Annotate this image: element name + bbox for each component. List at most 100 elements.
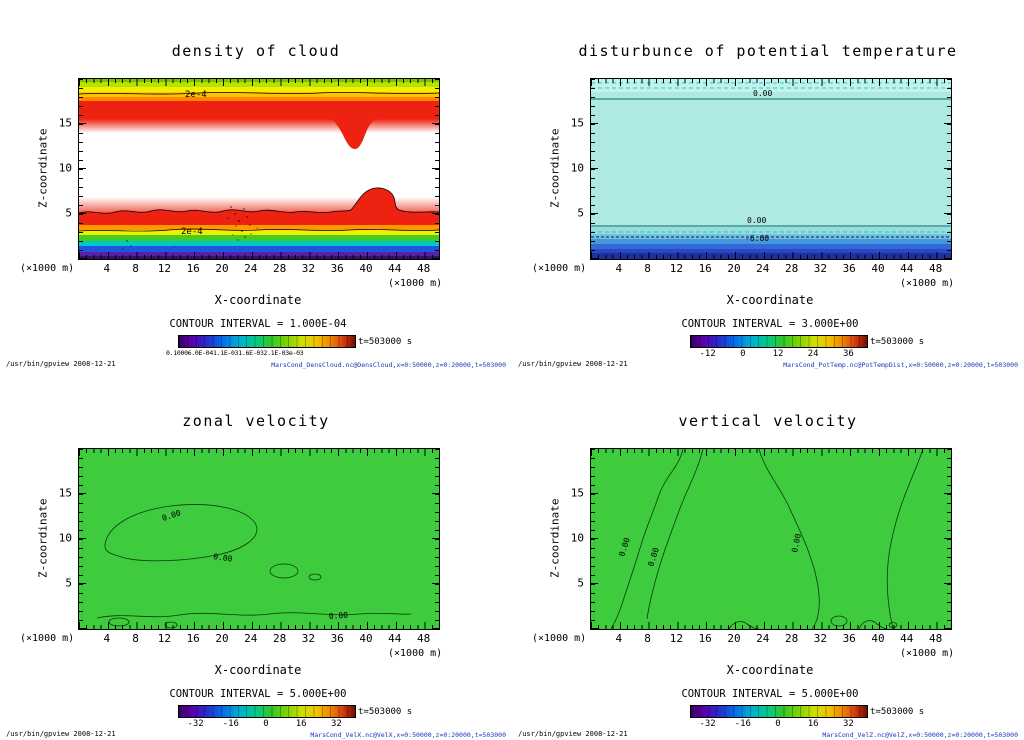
footer-command: /usr/bin/gpview 2008-12-21	[6, 730, 116, 738]
contour-label: 0.00	[329, 611, 349, 621]
footer-command: /usr/bin/gpview 2008-12-21	[6, 360, 116, 368]
density-contour-plot: 2e-4 2e-4	[79, 79, 439, 259]
tick-label: 5	[65, 206, 72, 220]
tick-label: -16	[734, 719, 751, 729]
tick-label: 32	[842, 719, 854, 729]
footer-datasource: MarsCond_VelX.nc@VelX,x=0:50000,z=0:2000…	[310, 731, 506, 739]
tick-label: 10	[58, 161, 72, 175]
tick-label: 20	[215, 262, 229, 275]
tick-label: 4	[103, 632, 111, 645]
tick-label: 4	[615, 632, 623, 645]
tick-label: -12	[699, 349, 716, 359]
tick-label: 24	[756, 632, 770, 645]
tick-label: 12	[772, 349, 784, 359]
footer-command: /usr/bin/gpview 2008-12-21	[518, 730, 628, 738]
tick-label: 48	[928, 262, 943, 275]
tick-label: 16	[807, 719, 819, 729]
tick-label: 24	[807, 349, 819, 359]
colorbar	[690, 335, 868, 348]
plot-area-velz: 0.00 0.00 0.00	[590, 448, 952, 630]
x-axis-ticks: 4 8 12 16 20 24 28 32 36 40 44 48	[78, 632, 438, 646]
tick-label: 32	[330, 719, 342, 729]
tick-label: 16	[186, 632, 200, 645]
x-axis-unit: (×1000 m)	[388, 648, 443, 659]
x-axis-unit: (×1000 m)	[388, 278, 443, 289]
tick-label: 28	[784, 632, 799, 645]
panel-title: zonal velocity	[182, 412, 330, 430]
footer-datasource: MarsCond_VelZ.nc@VelZ,x=0:50000,z=0:2000…	[822, 731, 1018, 739]
tick-label: 40	[359, 262, 373, 275]
tick-label: 44	[900, 632, 914, 645]
y-axis-label: Z-coordinate	[548, 128, 562, 208]
contour-interval-label: CONTOUR INTERVAL = 5.000E+00	[169, 688, 347, 700]
footer-datasource: MarsCond_PotTemp.nc@PotTempDist,x=0:5000…	[783, 361, 1018, 369]
speckle-dots	[122, 206, 258, 250]
tick-label: 28	[272, 632, 287, 645]
x-axis-unit: (×1000 m)	[900, 278, 955, 289]
tick-label: 0	[263, 719, 269, 729]
tick-label: 5	[65, 576, 72, 590]
tick-label: 24	[244, 632, 258, 645]
tick-label: 24	[756, 262, 770, 275]
tick-label: 0	[740, 349, 746, 359]
plot-area-pottemp: 0.00 0.00 -6.00	[590, 78, 952, 260]
contour-label: 0.00	[753, 89, 772, 98]
tick-label: 48	[928, 632, 943, 645]
y-axis-unit: (×1000 m)	[532, 633, 587, 644]
tick-label: 8	[644, 632, 651, 645]
tick-label: 20	[215, 632, 229, 645]
tick-label: 8	[644, 262, 651, 275]
pottemp-contour-plot: 0.00 0.00 -6.00	[591, 79, 951, 259]
tick-label: 20	[727, 262, 741, 275]
plot-area-density: 2e-4 2e-4	[78, 78, 440, 260]
tick-label: 5	[577, 206, 584, 220]
x-axis-ticks: 4 8 12 16 20 24 28 32 36 40 44 48	[78, 262, 438, 276]
time-label: t=503000 s	[870, 337, 925, 347]
tick-label: 20	[727, 632, 741, 645]
tick-label: 32	[301, 262, 316, 275]
y-axis-unit: (×1000 m)	[532, 263, 587, 274]
colorbar	[178, 335, 356, 348]
colorbar-tick-labels: -12 0 12 24 36	[690, 349, 866, 360]
tick-label: 16	[186, 262, 200, 275]
x-axis-label: X-coordinate	[726, 663, 814, 677]
tick-label: 8	[132, 262, 139, 275]
x-axis-ticks: 4 8 12 16 20 24 28 32 36 40 44 48	[590, 632, 950, 646]
contour-label: -6.00	[745, 234, 769, 243]
tick-label: 10	[58, 531, 72, 545]
tick-label: 15	[58, 116, 72, 130]
tick-label: 36	[842, 349, 854, 359]
tick-label: 44	[388, 632, 402, 645]
tick-label: 12	[157, 632, 172, 645]
tick-label: 15	[570, 486, 584, 500]
tick-label: 16	[295, 719, 307, 729]
time-label: t=503000 s	[358, 707, 413, 717]
tick-label: -32	[699, 719, 716, 729]
velx-contour-plot: 0.00 0.00 0.00	[79, 449, 439, 629]
tick-label: 44	[388, 262, 402, 275]
x-axis-ticks: 4 8 12 16 20 24 28 32 36 40 44 48	[590, 262, 950, 276]
x-axis-label: X-coordinate	[726, 293, 814, 307]
plot-area-velx: 0.00 0.00 0.00	[78, 448, 440, 630]
time-label: t=503000 s	[358, 337, 413, 347]
tick-label: 4	[615, 262, 623, 275]
tick-label: -32	[187, 719, 204, 729]
x-axis-label: X-coordinate	[214, 663, 302, 677]
x-axis-label: X-coordinate	[214, 293, 302, 307]
y-axis-label: Z-coordinate	[548, 498, 562, 578]
tick-label: 36	[842, 632, 856, 645]
tick-label: 12	[669, 262, 684, 275]
tick-label: 40	[871, 262, 885, 275]
tick-label: 5	[577, 576, 584, 590]
tick-label: 32	[301, 632, 316, 645]
contour-label: 2e-4	[181, 227, 203, 237]
tick-label: 32	[813, 632, 828, 645]
tick-label: 12	[669, 632, 684, 645]
tick-label: 44	[900, 262, 914, 275]
tick-label: 28	[784, 262, 799, 275]
panel-title: disturbunce of potential temperature	[578, 42, 958, 60]
panel-vertical-velocity: vertical velocity Z-coordinate 15 10 5 (×1…	[512, 370, 1024, 740]
tick-label: -16	[222, 719, 239, 729]
tick-label: 40	[871, 632, 885, 645]
